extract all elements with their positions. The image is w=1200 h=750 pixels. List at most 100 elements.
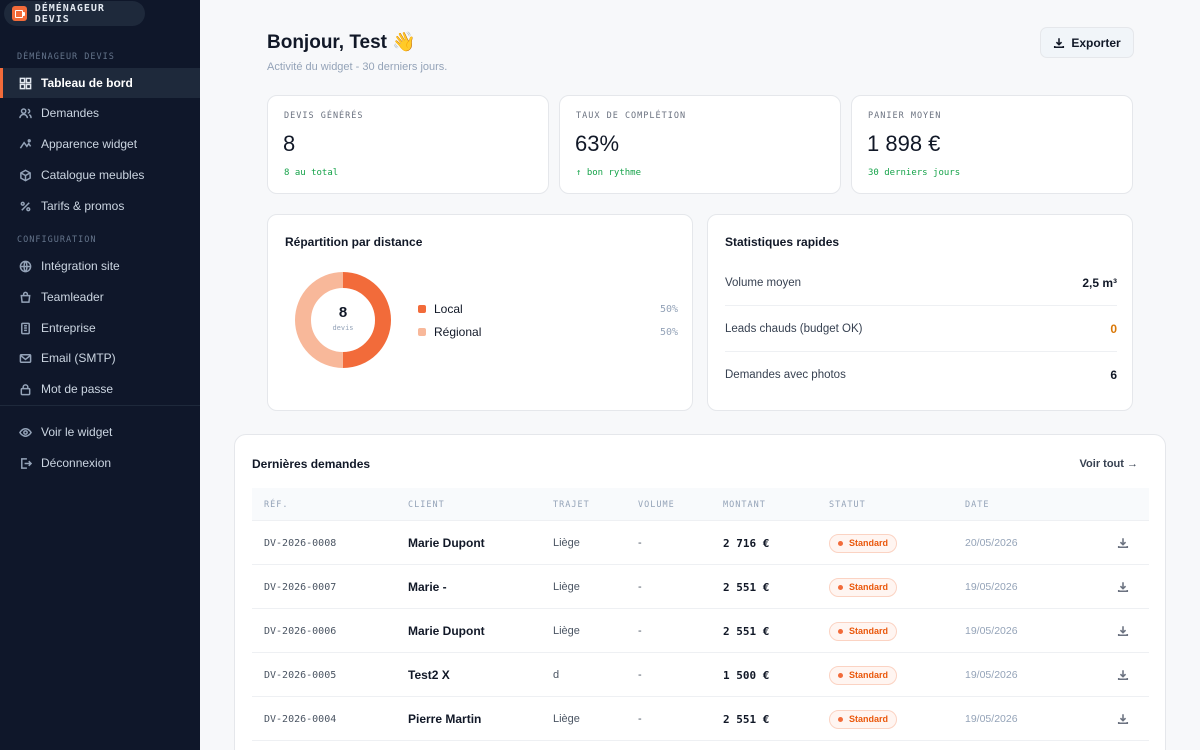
cell-status: Standard — [829, 697, 898, 741]
sidebar-item-password[interactable]: Mot de passe — [0, 374, 200, 404]
table-row[interactable]: DV-2026-0007 Marie - Liège - 2 551 € Standard… — [252, 565, 1149, 609]
column-header-amount[interactable]: MONTANT — [723, 500, 766, 510]
cell-volume: - — [638, 713, 642, 725]
stat-label: Leads chauds (budget OK) — [725, 322, 863, 335]
cell-status: Standard — [829, 521, 898, 565]
distance-card-title: Répartition par distance — [285, 235, 423, 249]
status-badge: Standard — [829, 665, 898, 685]
download-icon[interactable] — [1117, 653, 1129, 697]
status-dot — [838, 540, 843, 546]
status-label: Standard — [849, 714, 889, 724]
column-header-ref[interactable]: RÉF. — [264, 500, 289, 510]
cell-route: Liège — [553, 537, 580, 549]
sidebar-item-company[interactable]: Entreprise — [0, 313, 200, 343]
cell-route: Liège — [553, 625, 580, 637]
sidebar-item-widget-appearance[interactable]: Apparence widget — [0, 129, 200, 159]
table-row[interactable]: DV-2026-0006 Marie Dupont Liège - 2 551 € Sta… — [252, 609, 1149, 653]
legend-item-regional: Régional 50% — [418, 324, 678, 340]
stat-value: 0 — [1110, 321, 1117, 336]
sidebar-item-email-smtp[interactable]: Email (SMTP) — [0, 343, 200, 373]
kpi-card-average-basket: PANIER MOYEN 1 898 € 30 derniers jours — [851, 95, 1133, 194]
distance-card: Répartition par distance 8 devis Local 5… — [267, 214, 693, 411]
legend-label: Régional — [434, 325, 482, 339]
table-header: RÉF. CLIENT TRAJET VOLUME MONTANT STATUT… — [252, 488, 1149, 521]
column-header-route[interactable]: TRAJET — [553, 500, 590, 510]
status-dot — [838, 584, 843, 590]
sidebar-item-label: Apparence widget — [41, 137, 138, 151]
download-icon[interactable] — [1117, 609, 1129, 653]
kpi-card-quotes: DEVIS GÉNÉRÉS 8 8 au total — [267, 95, 549, 194]
table-row[interactable]: DV-2026-0008 Marie Dupont Liège - 2 716 € Sta… — [252, 521, 1149, 565]
cell-ref: DV-2026-0006 — [264, 625, 337, 637]
sparkle-icon — [19, 138, 32, 151]
grid-icon — [19, 77, 32, 90]
brand-pill[interactable]: DÉMÉNAGEUR DEVIS — [4, 1, 145, 26]
stat-row-volume: Volume moyen 2,5 m³ — [725, 260, 1117, 306]
cell-client: Marie Dupont — [408, 536, 485, 550]
sidebar-item-label: Intégration site — [41, 259, 120, 273]
status-label: Standard — [849, 670, 889, 680]
see-all-link[interactable]: Voir tout → — [1079, 458, 1138, 470]
sidebar-item-furniture-catalog[interactable]: Catalogue meubles — [0, 160, 200, 190]
export-button[interactable]: Exporter — [1040, 27, 1134, 58]
download-icon[interactable] — [1117, 697, 1129, 741]
status-badge: Standard — [829, 709, 898, 729]
building-icon — [19, 322, 32, 335]
legend-percent: 50% — [659, 326, 678, 338]
table-row[interactable]: DV-2026-0004 Pierre Martin Liège - 2 551 € St… — [252, 697, 1149, 741]
status-dot — [838, 628, 843, 634]
cell-route: Liège — [553, 713, 580, 725]
cell-amount: 2 716 € — [723, 536, 770, 550]
column-header-client[interactable]: CLIENT — [408, 500, 445, 510]
sidebar-item-pricing[interactable]: Tarifs & promos — [0, 191, 200, 221]
kpi-value: 8 — [283, 131, 296, 156]
percent-icon — [19, 200, 32, 213]
export-button-label: Exporter — [1071, 35, 1121, 50]
kpi-value: 1 898 € — [867, 131, 941, 156]
legend-item-local: Local 50% — [418, 301, 678, 317]
download-icon[interactable] — [1117, 565, 1129, 609]
cube-icon — [19, 169, 32, 182]
cell-client: Marie - — [408, 580, 447, 594]
cell-client: Marie Dupont — [408, 624, 485, 638]
status-label: Standard — [849, 538, 889, 548]
sidebar-item-label: Teamleader — [41, 290, 104, 304]
sidebar-item-requests[interactable]: Demandes — [0, 98, 200, 128]
distance-donut-chart — [295, 272, 391, 368]
users-icon — [19, 107, 32, 120]
sidebar-item-view-widget[interactable]: Voir le widget — [0, 417, 200, 447]
cell-volume: - — [638, 537, 642, 549]
legend-percent: 50% — [659, 303, 678, 315]
lock-icon — [19, 383, 32, 396]
kpi-sub: ↑ bon rythme — [576, 168, 642, 178]
status-badge: Standard — [829, 621, 898, 641]
column-header-status[interactable]: STATUT — [829, 500, 866, 510]
legend-swatch — [418, 328, 426, 336]
sidebar-item-logout[interactable]: Déconnexion — [0, 448, 200, 478]
status-badge: Standard — [829, 533, 898, 553]
sidebar-item-label: Tableau de bord — [41, 76, 133, 90]
latest-requests-title: Dernières demandes — [252, 457, 371, 471]
latest-requests-card: Dernières demandes Voir tout → RÉF. CLIE… — [234, 434, 1166, 750]
column-header-date[interactable]: DATE — [965, 500, 990, 510]
cell-volume: - — [638, 669, 642, 681]
cell-date: 19/05/2026 — [965, 581, 1018, 593]
truck-logo-icon — [12, 6, 27, 21]
table-row[interactable]: DV-2026-0005 Test2 X d - 1 500 € Standard 19/0… — [252, 653, 1149, 697]
quick-stats-title: Statistiques rapides — [725, 235, 840, 249]
donut-center-caption: devis — [332, 324, 354, 332]
sidebar-item-site-integration[interactable]: Intégration site — [0, 251, 200, 281]
cell-amount: 2 551 € — [723, 712, 770, 726]
cell-status: Standard — [829, 609, 898, 653]
kpi-card-completion: TAUX DE COMPLÉTION 63% ↑ bon rythme — [559, 95, 841, 194]
sidebar-item-teamleader[interactable]: Teamleader — [0, 282, 200, 312]
sidebar-item-dashboard[interactable]: Tableau de bord — [0, 68, 200, 98]
download-icon — [1054, 37, 1065, 48]
logout-icon — [19, 457, 32, 470]
legend-label: Local — [434, 302, 463, 316]
sidebar-item-label: Déconnexion — [41, 456, 112, 470]
kpi-sub: 30 derniers jours — [868, 168, 961, 178]
donut-slice-régional — [295, 272, 391, 368]
download-icon[interactable] — [1117, 521, 1129, 565]
column-header-volume[interactable]: VOLUME — [638, 500, 675, 510]
